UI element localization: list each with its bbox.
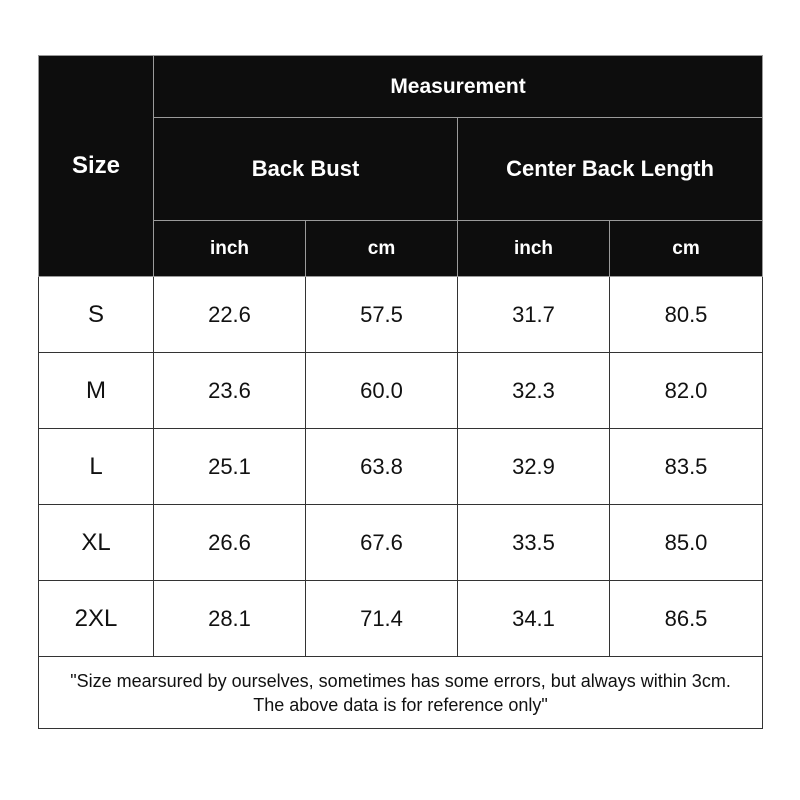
- size-cell: S: [38, 276, 154, 353]
- unit-header: inch: [153, 220, 306, 277]
- disclaimer-note: "Size mearsured by ourselves, sometimes …: [37, 656, 764, 729]
- value-cell: 26.6: [153, 504, 306, 581]
- table-row: S 22.6 57.5 31.7 80.5: [38, 276, 764, 353]
- note-line-2: The above data is for reference only": [253, 694, 548, 715]
- value-cell: 82.0: [608, 352, 764, 429]
- value-cell: 23.6: [153, 352, 306, 429]
- value-cell: 80.5: [608, 276, 764, 353]
- value-cell: 25.1: [153, 428, 306, 505]
- size-cell: XL: [38, 504, 154, 581]
- back-bust-header: Back Bust: [153, 117, 458, 221]
- value-cell: 83.5: [608, 428, 764, 505]
- table-row: 2XL 28.1 71.4 34.1 86.5: [38, 580, 764, 657]
- table-row: L 25.1 63.8 32.9 83.5: [38, 428, 764, 505]
- note-line-1: "Size mearsured by ourselves, sometimes …: [70, 670, 731, 691]
- value-cell: 63.8: [305, 428, 458, 505]
- size-cell: 2XL: [38, 580, 154, 657]
- size-chart-table: Size Measurement Back Bust Center Back L…: [37, 55, 764, 729]
- value-cell: 32.9: [457, 428, 610, 505]
- value-cell: 34.1: [457, 580, 610, 657]
- value-cell: 60.0: [305, 352, 458, 429]
- value-cell: 22.6: [153, 276, 306, 353]
- unit-header: cm: [608, 220, 764, 277]
- value-cell: 32.3: [457, 352, 610, 429]
- value-cell: 31.7: [457, 276, 610, 353]
- value-cell: 57.5: [305, 276, 458, 353]
- value-cell: 33.5: [457, 504, 610, 581]
- size-cell: L: [38, 428, 154, 505]
- value-cell: 28.1: [153, 580, 306, 657]
- center-back-length-header: Center Back Length: [456, 117, 764, 221]
- unit-header: inch: [457, 220, 610, 277]
- unit-header: cm: [305, 220, 458, 277]
- size-cell: M: [38, 352, 154, 429]
- measurement-header: Measurement: [152, 55, 764, 118]
- value-cell: 86.5: [608, 580, 764, 657]
- value-cell: 67.6: [305, 504, 458, 581]
- value-cell: 85.0: [608, 504, 764, 581]
- size-header: Size: [38, 55, 154, 277]
- table-row: XL 26.6 67.6 33.5 85.0: [38, 504, 764, 581]
- value-cell: 71.4: [305, 580, 458, 657]
- table-row: M 23.6 60.0 32.3 82.0: [38, 352, 764, 429]
